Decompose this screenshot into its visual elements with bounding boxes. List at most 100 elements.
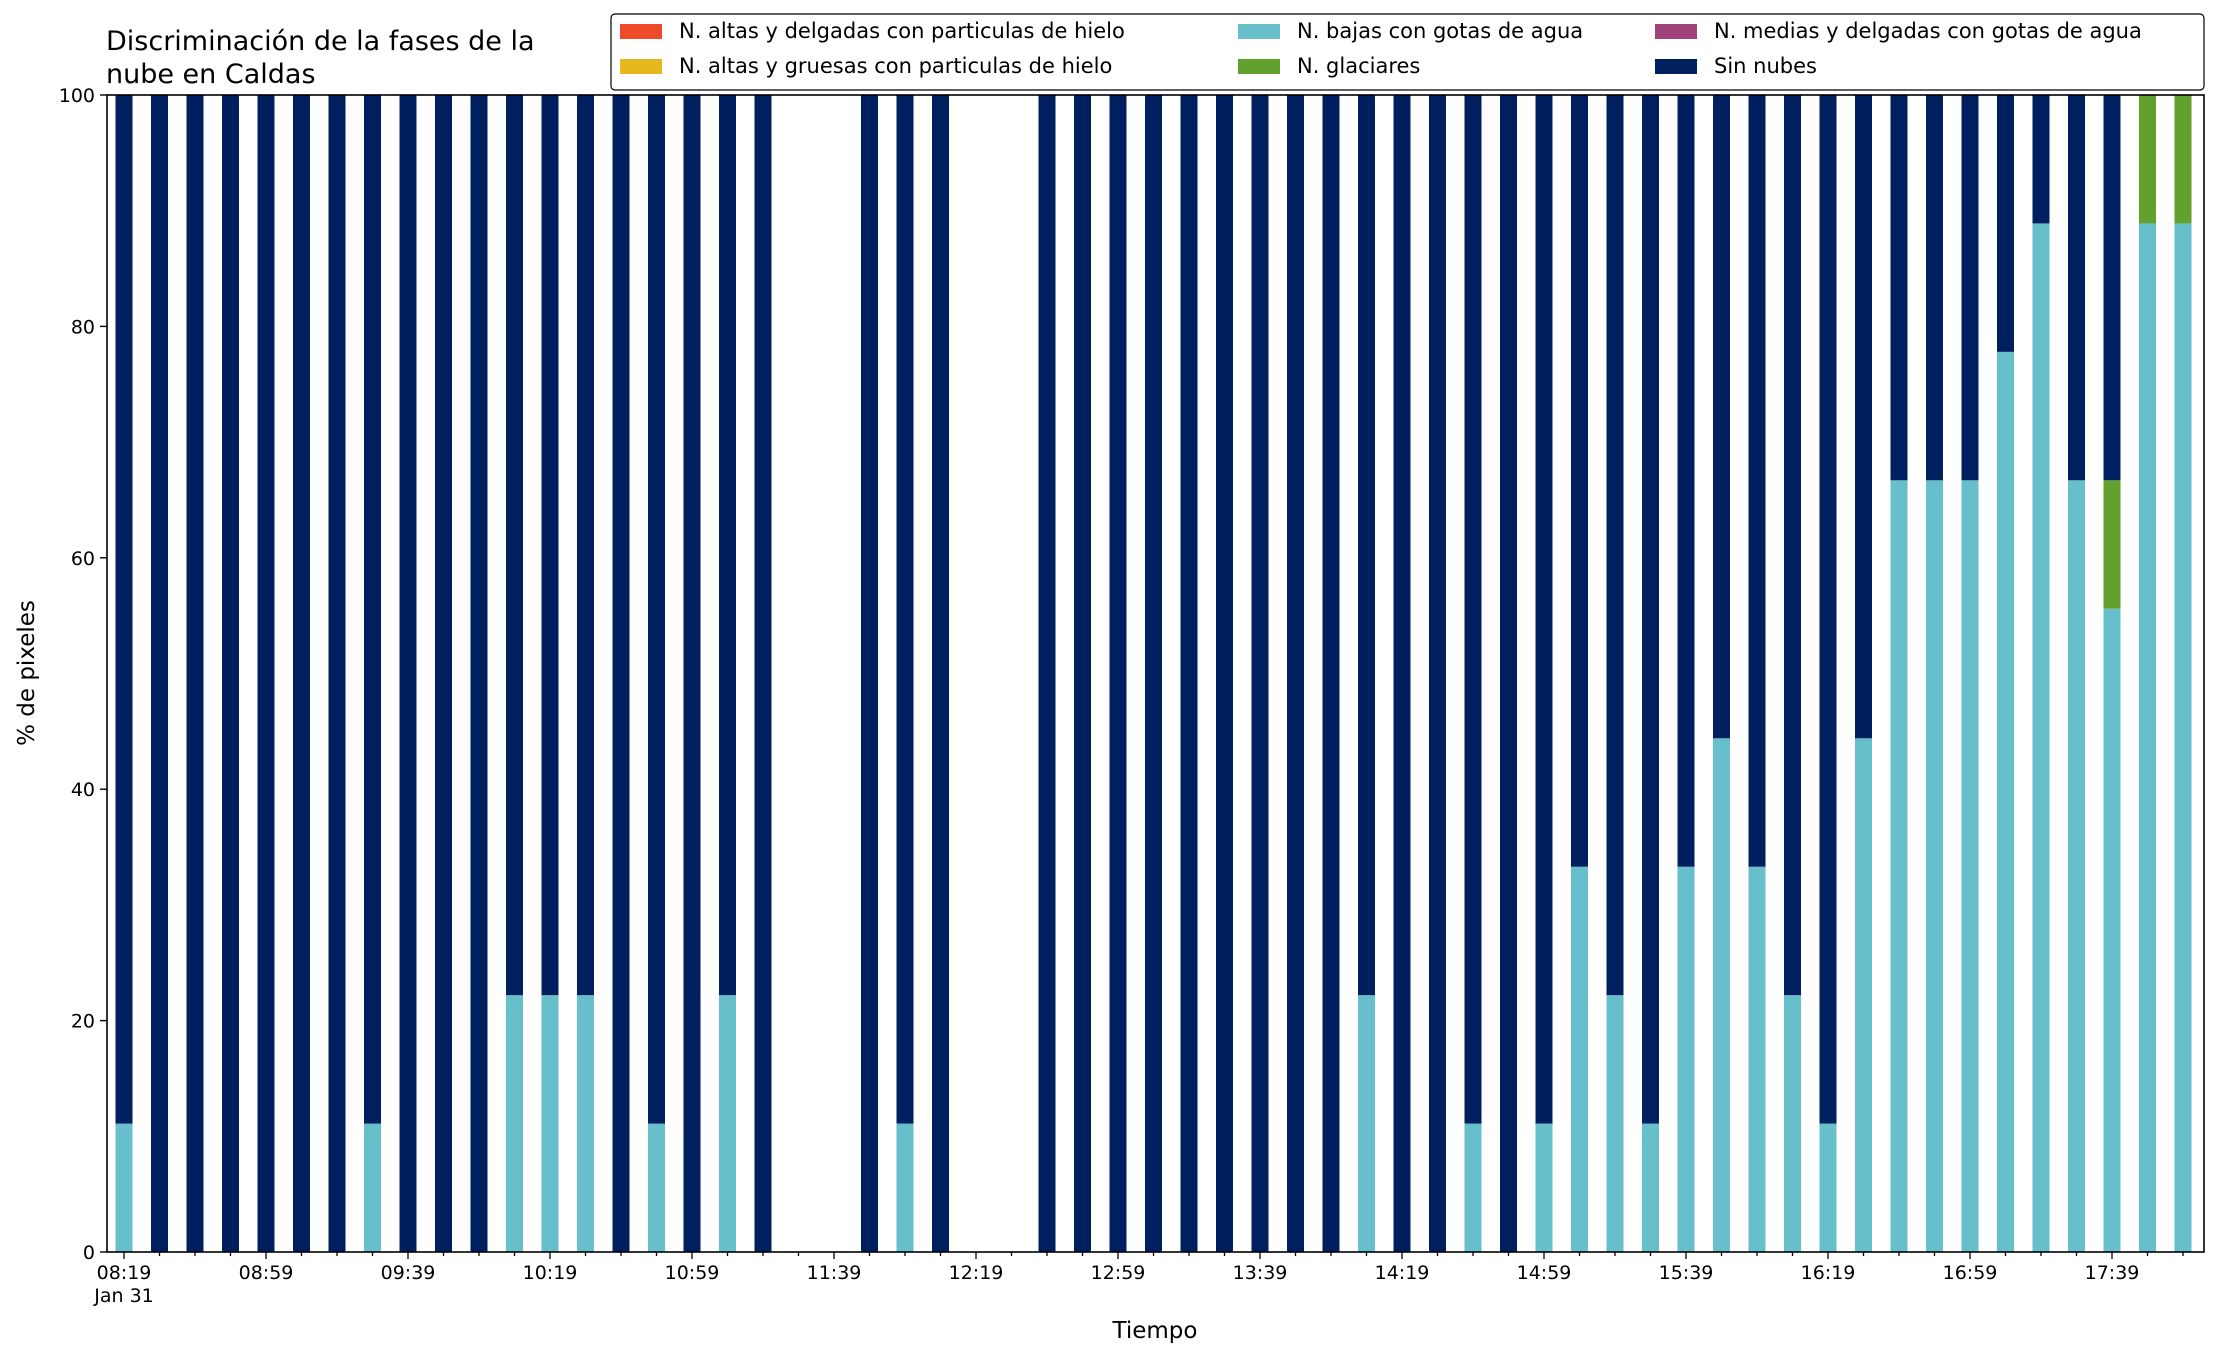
bar-segment-1749-s0 — [2139, 223, 2156, 1253]
legend-swatch — [1238, 24, 1280, 39]
legend-swatch — [1238, 59, 1280, 74]
bar-segment-1329-s2 — [1216, 95, 1233, 1252]
bar-segment-0829-s2 — [151, 95, 168, 1252]
y-axis-title: % de pixeles — [14, 600, 40, 746]
bar-segment-1739-s2 — [2103, 95, 2121, 481]
bar-segment-1059-s2 — [683, 95, 701, 1252]
x-axis-title: Tiempo — [1112, 1318, 1198, 1344]
y-axis: 0 20 40 60 80 100 — [59, 85, 107, 1264]
bar-segment-1649-s0 — [1926, 480, 1943, 1252]
legend-swatch — [620, 59, 662, 74]
bar-segment-1349-s2 — [1287, 95, 1304, 1252]
bar-segment-1549-s0 — [1713, 738, 1730, 1252]
bar-segment-1109-s2 — [719, 95, 736, 996]
bar-segment-1029-s2 — [577, 95, 594, 996]
bar-segment-0839-s2 — [186, 95, 204, 1252]
bar-segment-1539-s0 — [1677, 866, 1695, 1252]
bar-segment-0929-s2 — [364, 95, 381, 1124]
bar-segment-1759-s1 — [2174, 95, 2192, 224]
bar-segment-1529-s2 — [1642, 95, 1659, 1124]
bar-segment-1559-s0 — [1748, 866, 1766, 1252]
bar-segment-1629-s2 — [1855, 95, 1872, 739]
bar-segment-0929-s0 — [364, 1123, 381, 1252]
bar-segment-1539-s2 — [1677, 95, 1695, 867]
legend-label: N. bajas con gotas de agua — [1297, 19, 1583, 43]
x-tick-label: 16:59 — [1943, 1262, 1998, 1284]
bar-segment-1109-s0 — [719, 995, 736, 1252]
bar-segment-1519-s2 — [1606, 95, 1624, 996]
x-tick-label: 08:19 — [97, 1262, 152, 1284]
bar-segment-1049-s0 — [648, 1123, 665, 1252]
bar-segment-1039-s2 — [612, 95, 630, 1252]
bar-segment-1519-s0 — [1606, 995, 1624, 1252]
bar-segment-1659-s2 — [1961, 95, 1979, 481]
bar-segment-1209-s2 — [932, 95, 949, 1252]
bar-segment-1409-s0 — [1358, 995, 1375, 1252]
bar-segment-1439-s2 — [1464, 95, 1482, 1124]
x-tick-label: 14:59 — [1517, 1262, 1572, 1284]
bar-segment-0819-s0 — [115, 1123, 133, 1252]
bar-segment-0849-s2 — [222, 95, 239, 1252]
x-tick-label: 08:59 — [239, 1262, 294, 1284]
bar-segment-1149-s2 — [861, 95, 878, 1252]
bar-segment-0859-s2 — [257, 95, 275, 1252]
x-tick-label: 10:19 — [523, 1262, 578, 1284]
bar-segment-1729-s0 — [2068, 480, 2085, 1252]
bar-segment-0919-s2 — [328, 95, 346, 1252]
bar-segment-1739-s0 — [2103, 608, 2121, 1252]
bar-segment-1239-s2 — [1038, 95, 1056, 1252]
bar-segment-1409-s2 — [1358, 95, 1375, 996]
plot-frame — [106, 94, 2205, 1253]
bar-segment-1629-s0 — [1855, 738, 1872, 1252]
bar-segment-1749-s1 — [2139, 95, 2156, 224]
bar-segment-0819-s2 — [115, 95, 133, 1124]
legend-swatch — [1655, 59, 1697, 74]
bar-segment-1259-s2 — [1109, 95, 1127, 1252]
bar-segment-1459-s2 — [1535, 95, 1553, 1124]
bar-segment-1619-s2 — [1819, 95, 1837, 1124]
bar-segment-0939-s2 — [399, 95, 417, 1252]
x-tick-label: 11:39 — [807, 1262, 862, 1284]
x-tick-label: 10:59 — [665, 1262, 720, 1284]
y-tick-label: 0 — [83, 1242, 95, 1264]
legend-label: N. altas y delgadas con particulas de hi… — [679, 19, 1125, 43]
bar-segment-1709-s0 — [1997, 351, 2014, 1253]
y-tick-label: 100 — [59, 85, 95, 107]
bar-segment-1159-s2 — [896, 95, 914, 1124]
x-tick-label: 12:59 — [1091, 1262, 1146, 1284]
x-tick-label: 14:19 — [1375, 1262, 1430, 1284]
bar-segment-1009-s2 — [506, 95, 523, 996]
chart-title-line-1: Discriminación de la fases de la — [106, 26, 535, 57]
bar-segment-1759-s0 — [2174, 223, 2192, 1253]
bar-segment-1609-s0 — [1784, 995, 1801, 1252]
x-tick-label: 17:39 — [2085, 1262, 2140, 1284]
bar-segment-1019-s0 — [541, 995, 559, 1252]
bar-segment-1439-s0 — [1464, 1123, 1482, 1252]
x-tick-label: 13:39 — [1233, 1262, 1288, 1284]
bar-segment-1009-s0 — [506, 995, 523, 1252]
y-tick-label: 40 — [71, 779, 95, 801]
bar-segment-1609-s2 — [1784, 95, 1801, 996]
bar-segment-1339-s2 — [1251, 95, 1269, 1252]
legend-label: N. medias y delgadas con gotas de agua — [1714, 19, 2142, 43]
legend-label: N. glaciares — [1297, 54, 1420, 78]
legend: N. altas y delgadas con particulas de hi… — [610, 13, 2205, 91]
x-tick-label: 12:19 — [949, 1262, 1004, 1284]
bar-segment-1529-s0 — [1642, 1123, 1659, 1252]
bar-segment-1249-s2 — [1074, 95, 1091, 1252]
bars-layer — [115, 95, 2192, 1253]
bar-segment-1319-s2 — [1180, 95, 1198, 1252]
bar-segment-1309-s2 — [1145, 95, 1162, 1252]
bar-segment-0949-s2 — [435, 95, 452, 1252]
legend-label: N. altas y gruesas con particulas de hie… — [679, 54, 1112, 78]
bar-segment-1509-s0 — [1571, 866, 1588, 1252]
bar-segment-1709-s2 — [1997, 95, 2014, 352]
bar-segment-1729-s2 — [2068, 95, 2085, 481]
x-tick-sublabel: Jan 31 — [93, 1285, 154, 1307]
bar-segment-1719-s0 — [2032, 223, 2050, 1253]
y-tick-label: 20 — [71, 1011, 95, 1033]
x-tick-label: 09:39 — [381, 1262, 436, 1284]
legend-swatch — [1655, 24, 1697, 39]
bar-segment-1659-s0 — [1961, 480, 1979, 1252]
bar-segment-1019-s2 — [541, 95, 559, 996]
